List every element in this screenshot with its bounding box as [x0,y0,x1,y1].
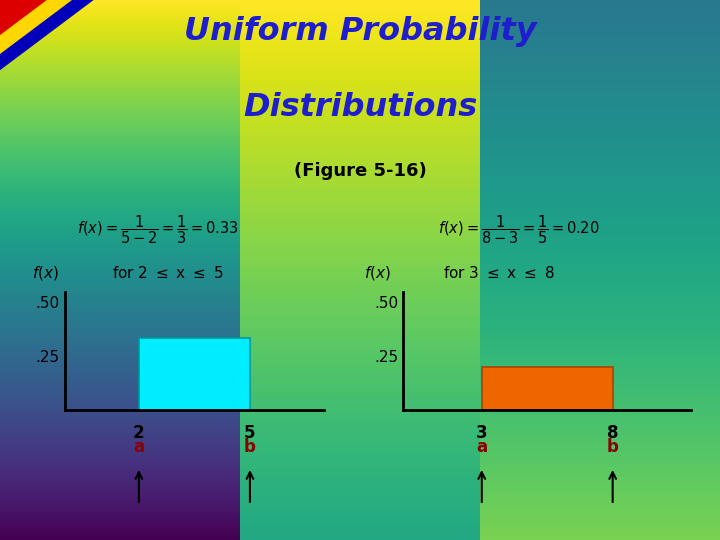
Text: Distributions: Distributions [243,92,477,123]
Text: a: a [133,438,145,456]
Polygon shape [0,0,72,54]
Polygon shape [0,0,94,70]
Text: 5: 5 [244,424,256,442]
Text: b: b [244,438,256,456]
Text: $f(x)=\dfrac{1}{8-3}=\dfrac{1}{5}=0.20$: $f(x)=\dfrac{1}{8-3}=\dfrac{1}{5}=0.20$ [438,213,599,246]
Polygon shape [0,0,47,35]
Text: for 2 $\leq$ x $\leq$ 5: for 2 $\leq$ x $\leq$ 5 [112,265,223,281]
Text: Uniform Probability: Uniform Probability [184,16,536,47]
Text: $f(x)=\dfrac{1}{5-2}=\dfrac{1}{3}=0.33$: $f(x)=\dfrac{1}{5-2}=\dfrac{1}{3}=0.33$ [78,213,239,246]
Text: for 3 $\leq$ x $\leq$ 8: for 3 $\leq$ x $\leq$ 8 [443,265,554,281]
Text: (Figure 5-16): (Figure 5-16) [294,162,426,180]
Text: 2: 2 [133,424,145,442]
Text: 3: 3 [476,424,487,442]
Text: $f(x)$: $f(x)$ [32,264,59,282]
Bar [139,339,250,410]
Bar [482,367,613,410]
Text: $f(x)$: $f(x)$ [364,264,390,282]
Text: 8: 8 [607,424,618,442]
Text: a: a [476,438,487,456]
Text: b: b [607,438,618,456]
